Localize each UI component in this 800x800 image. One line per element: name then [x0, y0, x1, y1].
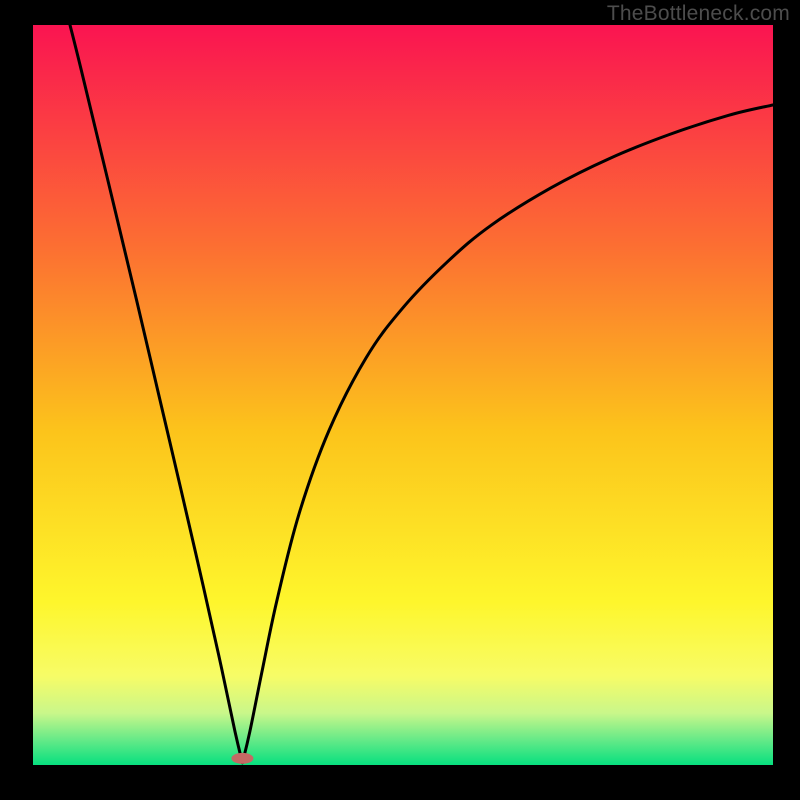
chart-root: TheBottleneck.com: [0, 0, 800, 800]
plot-svg: [33, 25, 773, 765]
minimum-marker: [231, 753, 253, 764]
watermark-label: TheBottleneck.com: [607, 2, 790, 26]
plot-area: [33, 25, 773, 765]
